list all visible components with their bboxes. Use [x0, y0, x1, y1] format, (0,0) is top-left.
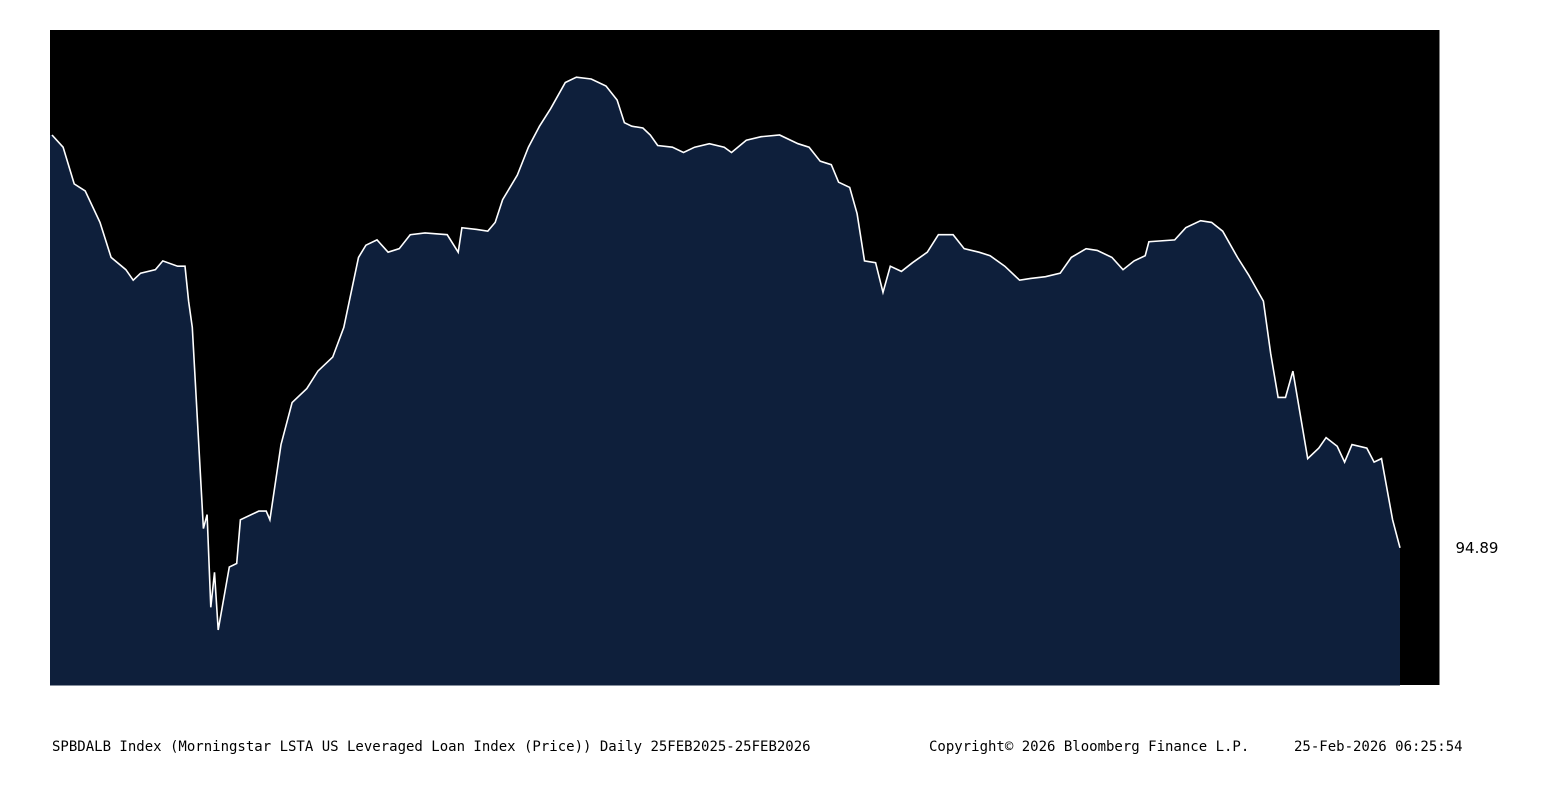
- last-value-marker: 94.89: [1444, 537, 1503, 558]
- x-tick-label: Jan: [1235, 692, 1261, 711]
- x-tick-label: Dec: [1119, 692, 1150, 711]
- area-layer: [50, 76, 1401, 686]
- x-tick-label: Oct: [895, 692, 923, 711]
- index-description: SPBDALB Index (Morningstar LSTA US Lever…: [52, 739, 811, 755]
- x-tick-label: Nov: [1008, 692, 1039, 711]
- x-year-label: 2025: [605, 715, 646, 734]
- x-tick-label: Jun: [445, 692, 471, 711]
- timestamp: 25-Feb-2026 06:25:54: [1294, 739, 1463, 755]
- y-tick-label: 97.00: [1454, 170, 1500, 189]
- x-tick-label: Feb: [52, 692, 80, 711]
- price-area: [50, 77, 1400, 686]
- y-axis-ticks: 97.50 97.00 96.50 96.00 95.50 95.00 94.50: [1440, 82, 1500, 626]
- chart-footer: SPBDALB Index (Morningstar LSTA US Lever…: [52, 739, 1512, 761]
- x-axis-ticks: Feb Mar Apr May Jun Jul Aug Sep Oct Nov Dec Jan Feb 2…: [52, 686, 1377, 734]
- y-tick-label: 95.50: [1454, 432, 1500, 451]
- copyright: Copyright© 2026 Bloomberg Finance L.P.: [929, 739, 1250, 755]
- x-tick-label: Mar: [103, 692, 134, 711]
- price-line: [51, 76, 1401, 631]
- x-tick-label: Jul: [558, 692, 578, 711]
- y-tick-label: 96.50: [1454, 257, 1500, 276]
- y-tick-label: 95.00: [1454, 520, 1500, 539]
- y-tick-label: 94.50: [1454, 607, 1500, 626]
- x-tick-label: Aug: [668, 692, 699, 711]
- x-tick-label: Sep: [783, 692, 813, 711]
- x-tick-label: Apr: [219, 692, 247, 711]
- y-tick-label: 96.00: [1454, 345, 1500, 364]
- last-value-label: 94.89: [1456, 539, 1499, 557]
- x-tick-label: May: [327, 692, 360, 711]
- last-value-box: [1444, 537, 1503, 558]
- x-tick-label: Feb: [1349, 692, 1377, 711]
- x-year-label: 2026: [1299, 715, 1340, 734]
- y-tick-label: 97.50: [1454, 82, 1500, 101]
